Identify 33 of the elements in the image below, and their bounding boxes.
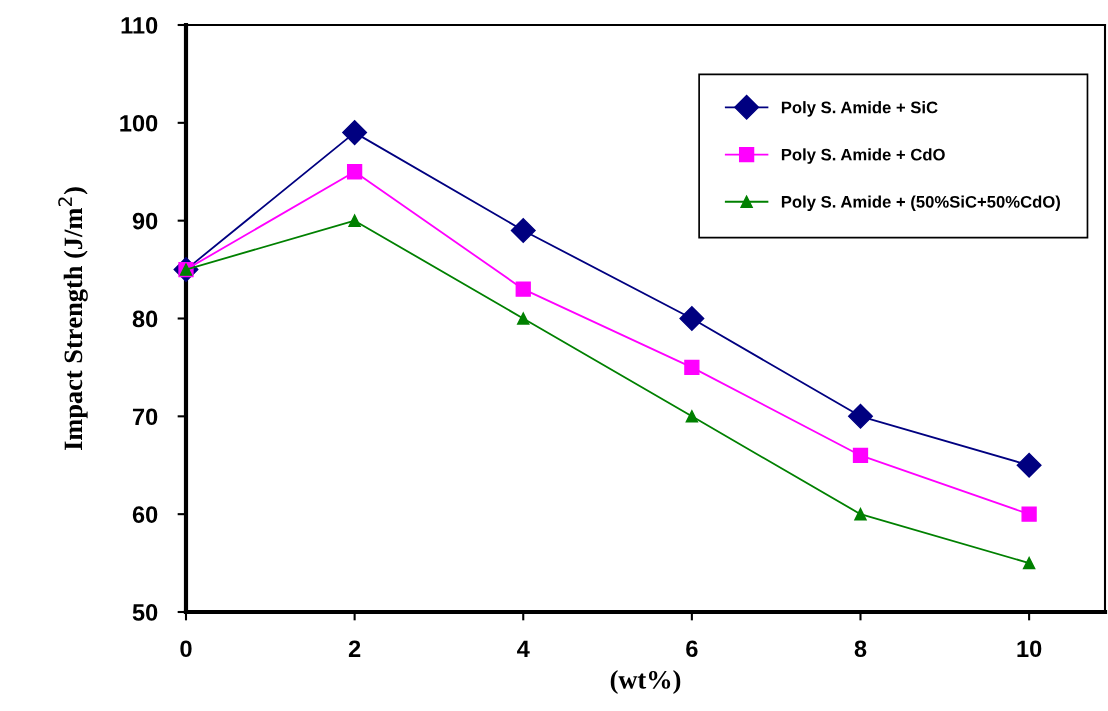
y-axis-title: Impact Strength (J/m$^{2}$): [58, 187, 88, 451]
x-tick-label: 8: [854, 640, 867, 658]
y-tick-label: 60: [132, 506, 158, 523]
x-tick-label: 0: [180, 640, 192, 658]
point: [342, 120, 368, 146]
point: [510, 217, 536, 243]
legend-label: Poly S. Amide + SiC: [781, 101, 938, 117]
point: [516, 312, 530, 325]
y-tick-label: 50: [132, 604, 158, 621]
y-tick-label: 100: [120, 114, 158, 132]
point: [679, 306, 705, 331]
y-tick-label: 110: [121, 17, 158, 34]
x-tick-label: 4: [517, 640, 530, 657]
y-tick-label: 80: [132, 310, 158, 328]
y-tick-label: 70: [132, 408, 158, 426]
x-tick-label: 10: [1017, 640, 1042, 658]
y-tick-label: 90: [132, 212, 158, 230]
point: [1016, 452, 1042, 478]
point: [685, 410, 699, 423]
point: [515, 281, 531, 297]
point: [852, 447, 869, 464]
point: [346, 164, 363, 180]
x-axis-title: (wt%): [610, 670, 681, 695]
point: [1021, 506, 1037, 522]
x-tick-label: 6: [686, 640, 698, 658]
point: [348, 214, 361, 227]
point: [854, 507, 867, 521]
x-tick-label: 2: [348, 640, 361, 657]
legend-label: Poly S. Amide + CdO: [781, 148, 945, 164]
legend-label: Poly S. Amide + (50%SiC+50%CdO): [781, 195, 1060, 212]
point: [684, 359, 700, 376]
point: [848, 403, 873, 429]
point: [1022, 556, 1036, 570]
